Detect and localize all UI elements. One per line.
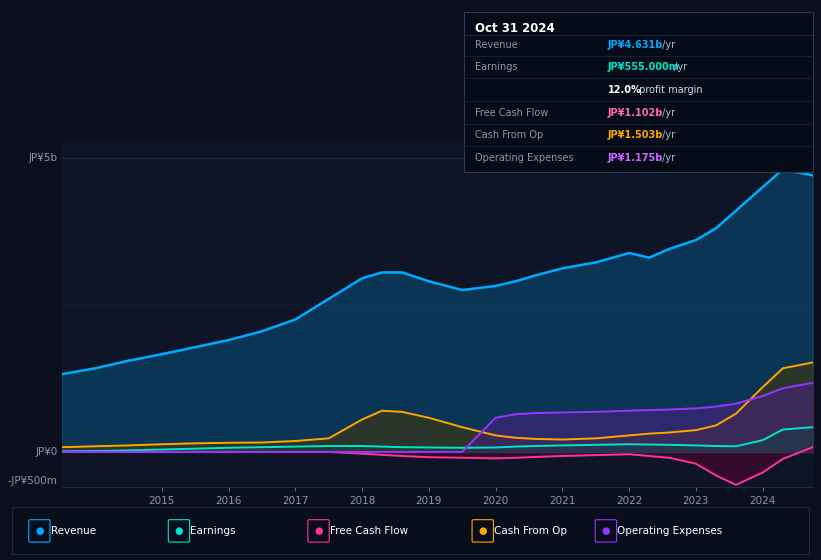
- Text: Free Cash Flow: Free Cash Flow: [330, 526, 408, 536]
- Text: /yr: /yr: [659, 108, 676, 118]
- Text: JP¥1.503b: JP¥1.503b: [608, 130, 663, 141]
- Text: Revenue: Revenue: [475, 40, 517, 50]
- Text: Cash From Op: Cash From Op: [475, 130, 543, 141]
- Text: -JP¥500m: -JP¥500m: [8, 477, 57, 486]
- Text: JP¥555.000m: JP¥555.000m: [608, 63, 679, 72]
- Text: Operating Expenses: Operating Expenses: [617, 526, 722, 536]
- Text: /yr: /yr: [659, 153, 676, 163]
- Text: JP¥5b: JP¥5b: [29, 153, 57, 162]
- Text: 12.0%: 12.0%: [608, 85, 641, 95]
- Text: Operating Expenses: Operating Expenses: [475, 153, 573, 163]
- Text: ●: ●: [175, 526, 183, 536]
- Text: Free Cash Flow: Free Cash Flow: [475, 108, 548, 118]
- Text: ●: ●: [479, 526, 487, 536]
- Text: JP¥1.102b: JP¥1.102b: [608, 108, 663, 118]
- Text: Oct 31 2024: Oct 31 2024: [475, 22, 554, 35]
- Text: JP¥4.631b: JP¥4.631b: [608, 40, 663, 50]
- Text: profit margin: profit margin: [636, 85, 703, 95]
- Text: Earnings: Earnings: [475, 63, 517, 72]
- Text: /yr: /yr: [671, 63, 687, 72]
- Text: ●: ●: [602, 526, 610, 536]
- Text: ●: ●: [314, 526, 323, 536]
- Text: Earnings: Earnings: [190, 526, 236, 536]
- Text: /yr: /yr: [659, 40, 676, 50]
- Text: JP¥0: JP¥0: [35, 447, 57, 457]
- Text: /yr: /yr: [659, 130, 676, 141]
- Text: Cash From Op: Cash From Op: [494, 526, 567, 536]
- Text: JP¥1.175b: JP¥1.175b: [608, 153, 663, 163]
- Text: ●: ●: [35, 526, 44, 536]
- Text: Revenue: Revenue: [51, 526, 96, 536]
